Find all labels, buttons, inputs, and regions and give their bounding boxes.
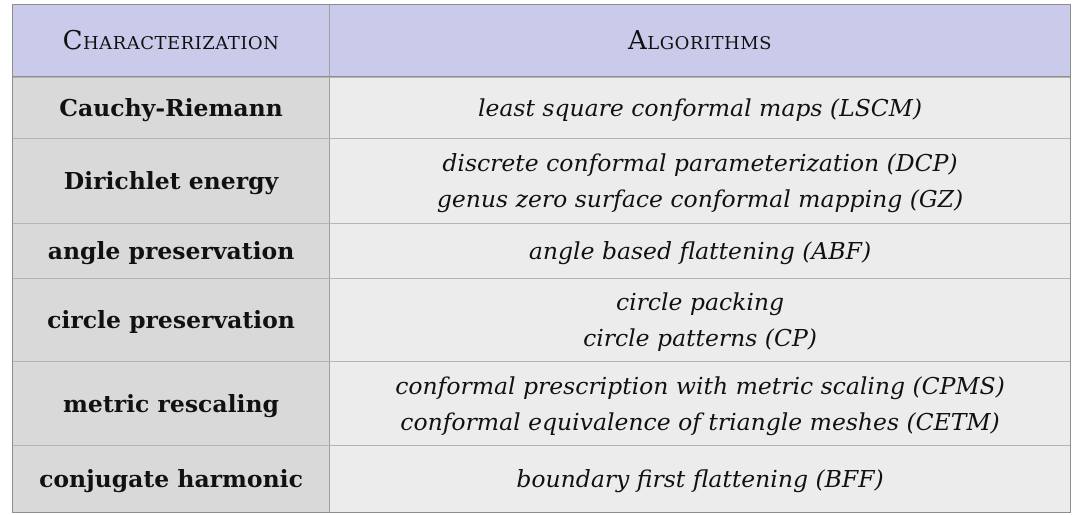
table-row: Dirichlet energy discrete conformal para… <box>13 138 1070 223</box>
algorithms-cell: least square conformal maps (LSCM) <box>330 78 1070 138</box>
algorithm-text: boundary first flattening (BFF) <box>516 465 884 493</box>
algorithm-text: angle based flattening (ABF) <box>528 237 872 265</box>
header-characterization: Characterization <box>13 5 330 76</box>
characterization-cell: conjugate harmonic <box>13 446 330 512</box>
characterization-cell: Cauchy-Riemann <box>13 78 330 138</box>
characterization-cell: circle preservation <box>13 279 330 361</box>
table-header-row: Characterization Algorithms <box>13 5 1070 77</box>
characterization-cell: metric rescaling <box>13 362 330 445</box>
algorithms-cell: conformal prescription with metric scali… <box>330 362 1070 445</box>
algorithms-cell: circle packing circle patterns (CP) <box>330 279 1070 361</box>
characterization-cell: Dirichlet energy <box>13 139 330 223</box>
algorithms-cell: discrete conformal parameterization (DCP… <box>330 139 1070 223</box>
table-row: Cauchy-Riemann least square conformal ma… <box>13 77 1070 138</box>
algorithm-text: least square conformal maps (LSCM) <box>477 94 923 122</box>
algorithm-text: conformal prescription with metric scali… <box>395 371 1005 400</box>
characterization-cell: angle preservation <box>13 224 330 278</box>
algorithm-text: discrete conformal parameterization (DCP… <box>442 149 958 177</box>
algorithm-text: genus zero surface conformal mapping (GZ… <box>436 185 964 213</box>
table-row: metric rescaling conformal prescription … <box>13 361 1070 445</box>
table-row: circle preservation circle packing circl… <box>13 278 1070 361</box>
algorithm-text: circle packing <box>615 288 785 316</box>
algorithm-text: conformal equivalence of triangle meshes… <box>400 407 1000 436</box>
algorithms-cell: angle based flattening (ABF) <box>330 224 1070 278</box>
algorithms-cell: boundary first flattening (BFF) <box>330 446 1070 512</box>
header-algorithms: Algorithms <box>330 5 1070 76</box>
table-row: conjugate harmonic boundary first flatte… <box>13 445 1070 512</box>
algorithms-table: Characterization Algorithms Cauchy-Riema… <box>12 4 1071 513</box>
table-row: angle preservation angle based flattenin… <box>13 223 1070 278</box>
algorithm-text: circle patterns (CP) <box>583 324 817 352</box>
